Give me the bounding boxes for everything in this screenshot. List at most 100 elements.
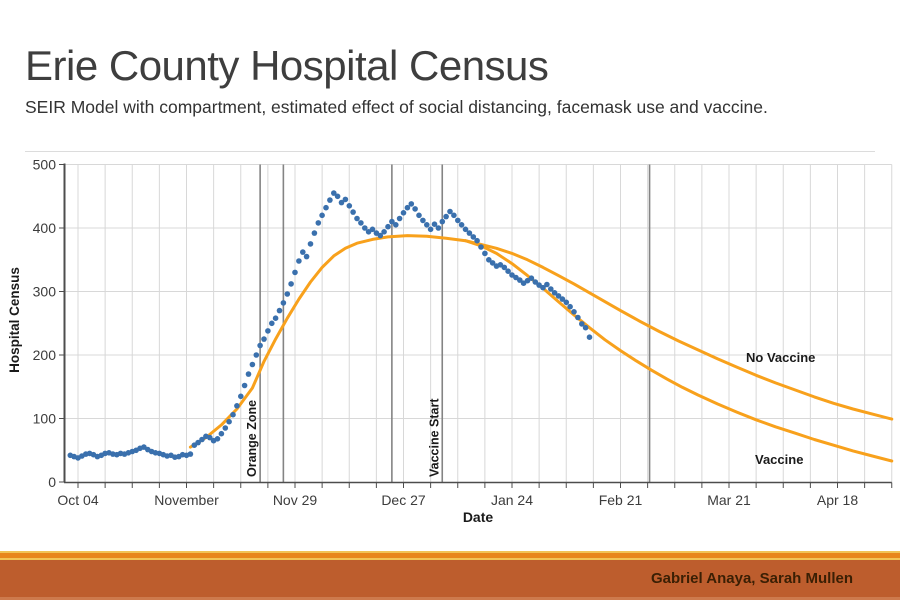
footer-bottom-edge: [0, 597, 900, 600]
census-data-point: [466, 230, 473, 236]
x-tick-label: Feb 21: [599, 492, 643, 508]
census-data-point: [517, 277, 523, 283]
census-data-point: [319, 212, 325, 219]
y-tick-label: 400: [33, 220, 57, 236]
census-data-point: [249, 361, 256, 368]
separator-line: [25, 151, 875, 152]
census-data-point: [482, 250, 488, 257]
census-data-point: [559, 296, 566, 302]
footer-stripe-gold-bottom: [0, 558, 900, 560]
census-data-point: [544, 281, 550, 288]
census-data-point: [265, 328, 271, 334]
footer-bar: Gabriel Anaya, Sarah Mullen: [0, 551, 900, 600]
vaccine-curve: [464, 239, 894, 463]
census-data-point: [567, 303, 573, 310]
slide-title: Erie County Hospital Census: [25, 42, 549, 89]
x-tick-label: Mar 21: [707, 492, 751, 508]
census-data-point: [346, 203, 353, 209]
census-data-point: [393, 222, 399, 228]
census-data-point: [323, 204, 329, 211]
census-data-point: [396, 215, 403, 222]
census-data-point: [443, 213, 449, 220]
census-data-point: [548, 286, 554, 292]
census-data-point: [400, 210, 407, 216]
census-data-point: [579, 321, 585, 327]
y-tick-label: 200: [33, 347, 57, 363]
census-data-point: [528, 275, 535, 282]
census-data-point: [214, 436, 221, 442]
census-data-point: [253, 352, 260, 358]
footer-stripe-orange: [0, 553, 900, 558]
curve-label: Vaccine: [755, 452, 803, 467]
census-data-point: [474, 237, 480, 244]
y-tick-label: 300: [33, 284, 57, 300]
census-data-point: [222, 425, 229, 431]
census-data-point: [455, 217, 461, 224]
census-data-point: [315, 220, 322, 226]
census-data-point: [501, 264, 508, 271]
event-marker-label: Orange Zone: [245, 400, 259, 477]
census-data-point: [435, 225, 442, 231]
census-data-point: [451, 212, 457, 219]
census-data-point: [331, 190, 337, 196]
x-axis-title: Date: [463, 509, 494, 525]
census-data-point: [381, 229, 387, 235]
census-data-point: [350, 209, 356, 215]
census-data-point: [369, 226, 376, 233]
census-data-point: [582, 324, 589, 331]
census-data-point: [385, 223, 391, 230]
census-data-point: [540, 284, 546, 291]
census-data-point: [300, 249, 306, 255]
census-data-point: [327, 197, 333, 203]
y-tick-label: 100: [33, 411, 57, 427]
curve-label: No Vaccine: [746, 350, 815, 365]
census-data-point: [234, 403, 240, 409]
y-tick-label: 0: [48, 474, 56, 490]
footer-stripe-gold-top: [0, 551, 900, 553]
x-tick-label: Jan 24: [491, 492, 533, 508]
census-data-point: [230, 411, 236, 418]
census-data-point: [447, 208, 453, 215]
census-data-point: [245, 371, 252, 377]
census-data-point: [563, 299, 570, 306]
y-axis-title: Hospital Census: [7, 267, 22, 373]
census-data-point: [505, 268, 511, 275]
census-data-point: [389, 218, 395, 225]
census-data-point: [427, 226, 434, 233]
census-data-point: [257, 342, 263, 349]
census-data-point: [342, 196, 349, 203]
x-tick-label: Nov 29: [273, 492, 318, 508]
census-data-point: [241, 382, 248, 389]
census-data-point: [338, 199, 345, 206]
census-data-point: [288, 281, 294, 287]
census-data-point: [307, 241, 314, 247]
census-data-point: [303, 253, 310, 260]
census-data-point: [199, 436, 205, 443]
hospital-census-chart: Orange Zone Vaccine Start 0 100 200 300 400 500…: [7, 157, 894, 525]
census-data-point: [226, 418, 232, 425]
census-data-point: [470, 234, 477, 240]
census-data-point: [261, 336, 267, 342]
census-data-point: [462, 226, 469, 233]
census-data-point: [551, 290, 558, 296]
x-tick-label: November: [154, 492, 219, 508]
census-data-point: [292, 269, 298, 276]
census-data-point: [575, 314, 581, 321]
census-data-point: [555, 293, 562, 299]
census-data-point: [424, 222, 430, 228]
census-data-point: [207, 434, 213, 441]
census-data-point: [478, 244, 484, 250]
census-data-point: [334, 193, 341, 200]
census-data-point: [238, 393, 244, 400]
census-data-point: [586, 334, 593, 341]
event-marker-label: Vaccine Start: [427, 398, 441, 477]
slide-subtitle: SEIR Model with compartment, estimated e…: [25, 97, 768, 117]
census-data-point: [439, 218, 446, 225]
census-data-point: [311, 230, 318, 236]
census-data-point: [296, 258, 302, 264]
census-data-point: [431, 221, 438, 227]
census-data-point: [377, 232, 384, 239]
census-data-point: [280, 300, 287, 306]
y-tick-label: 500: [33, 157, 57, 173]
footer-credit-bar: Gabriel Anaya, Sarah Mullen: [0, 560, 900, 597]
